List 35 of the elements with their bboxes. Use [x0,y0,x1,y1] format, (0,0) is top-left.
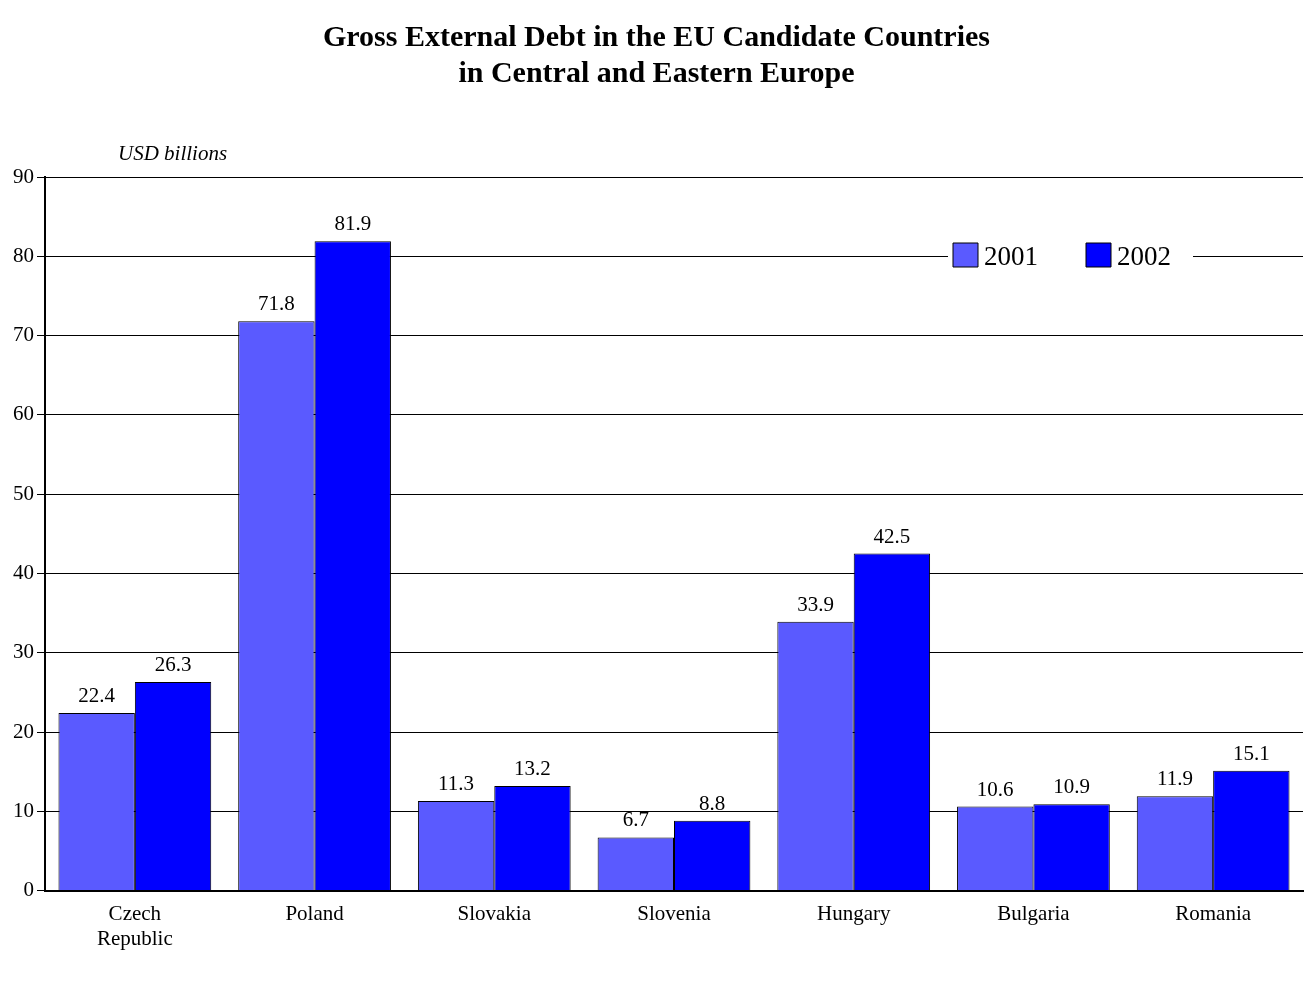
data-label: 13.2 [514,755,551,780]
y-tick-label: 0 [23,877,34,902]
data-label: 11.3 [438,771,475,796]
y-tick-label: 90 [13,163,34,188]
y-tick-label: 20 [13,718,34,743]
data-label: 8.8 [699,790,726,815]
data-label: 22.4 [78,683,116,708]
data-label: 10.6 [976,776,1014,801]
data-label: 71.8 [258,291,295,316]
y-tick-label: 40 [13,559,34,584]
chart-title: Gross External Debt in the EU Candidate Countries in Central and Eastern Europe [323,18,990,88]
x-tick-label: Czech Republic [96,900,173,950]
y-tick-label: 60 [13,401,34,426]
data-label: 15.1 [1232,740,1270,765]
data-label: 10.9 [1053,774,1090,799]
data-label: 6.7 [622,807,649,832]
y-tick-label: 30 [13,639,34,664]
x-tick-label: Slovenia [637,900,712,925]
legend-label: 2001 [984,241,1038,272]
x-tick-label: Poland [285,900,345,925]
data-label: 26.3 [154,652,192,677]
x-tick-label: Bulgaria [997,900,1071,925]
y-tick-label: 70 [13,322,34,347]
data-label: 11.9 [1156,766,1193,791]
data-label: 33.9 [797,591,834,616]
y-axis-title: USD billions [118,141,228,166]
y-tick-label: 80 [13,242,34,267]
x-tick-label: Hungary [816,900,891,925]
data-label: 42.5 [873,523,911,548]
x-tick-label: Romania [1175,900,1252,925]
data-label: 81.9 [334,211,372,236]
legend-label: 2002 [1117,241,1171,272]
y-tick-label: 10 [13,797,34,822]
x-tick-label: Slovakia [457,900,532,925]
y-tick-label: 50 [13,480,34,505]
